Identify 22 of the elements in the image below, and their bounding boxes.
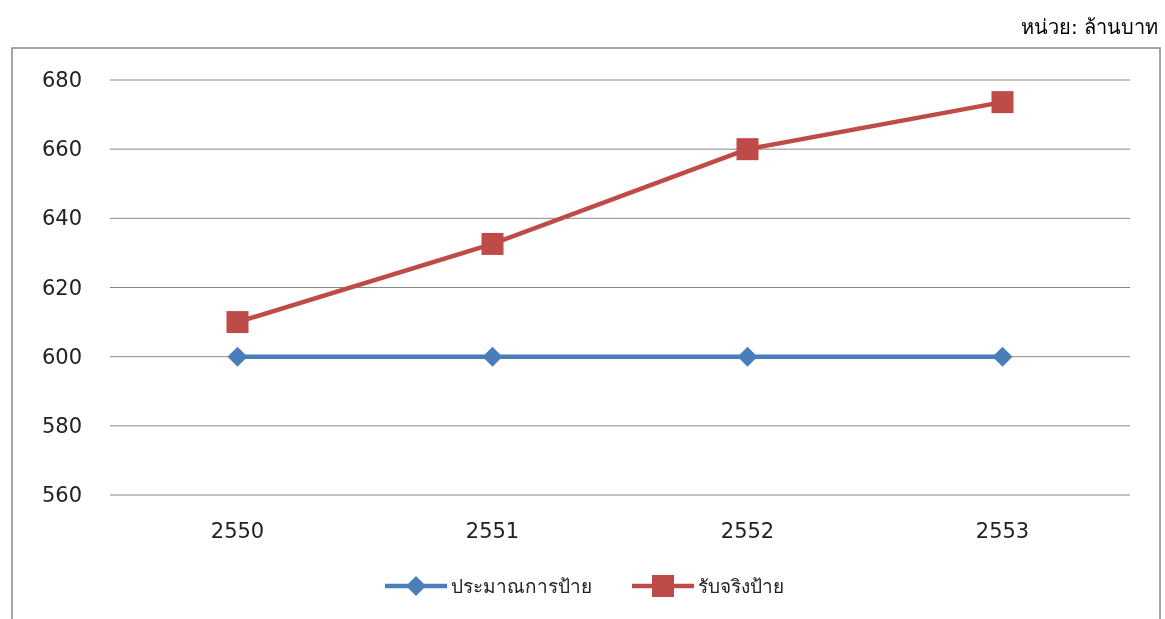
- point: [736, 138, 759, 161]
- point: [481, 232, 504, 255]
- x-tick-label: 2551: [465, 519, 520, 543]
- legend-label: รับจริงป้าย: [698, 575, 784, 597]
- y-tick-label: 560: [41, 483, 82, 507]
- legend-label: ประมาณการป้าย: [451, 575, 592, 597]
- y-tick-label: 580: [41, 413, 82, 438]
- text: หน่วย: ล้านบาท: [1020, 15, 1158, 39]
- point: [226, 311, 249, 334]
- x-tick-label: 2550: [210, 519, 265, 543]
- y-tick-label: 600: [41, 344, 82, 369]
- x-tick-label: 2553: [975, 519, 1030, 543]
- point: [482, 346, 503, 367]
- y-tick-label: 660: [41, 137, 82, 162]
- y-tick-label: 620: [41, 275, 82, 300]
- point: [992, 346, 1013, 367]
- y-tick-label: 640: [41, 206, 82, 231]
- x-tick-label: 2552: [720, 519, 775, 543]
- point: [991, 91, 1014, 114]
- point: [227, 346, 248, 367]
- point: [737, 346, 758, 367]
- y-tick-label: 680: [41, 68, 82, 92]
